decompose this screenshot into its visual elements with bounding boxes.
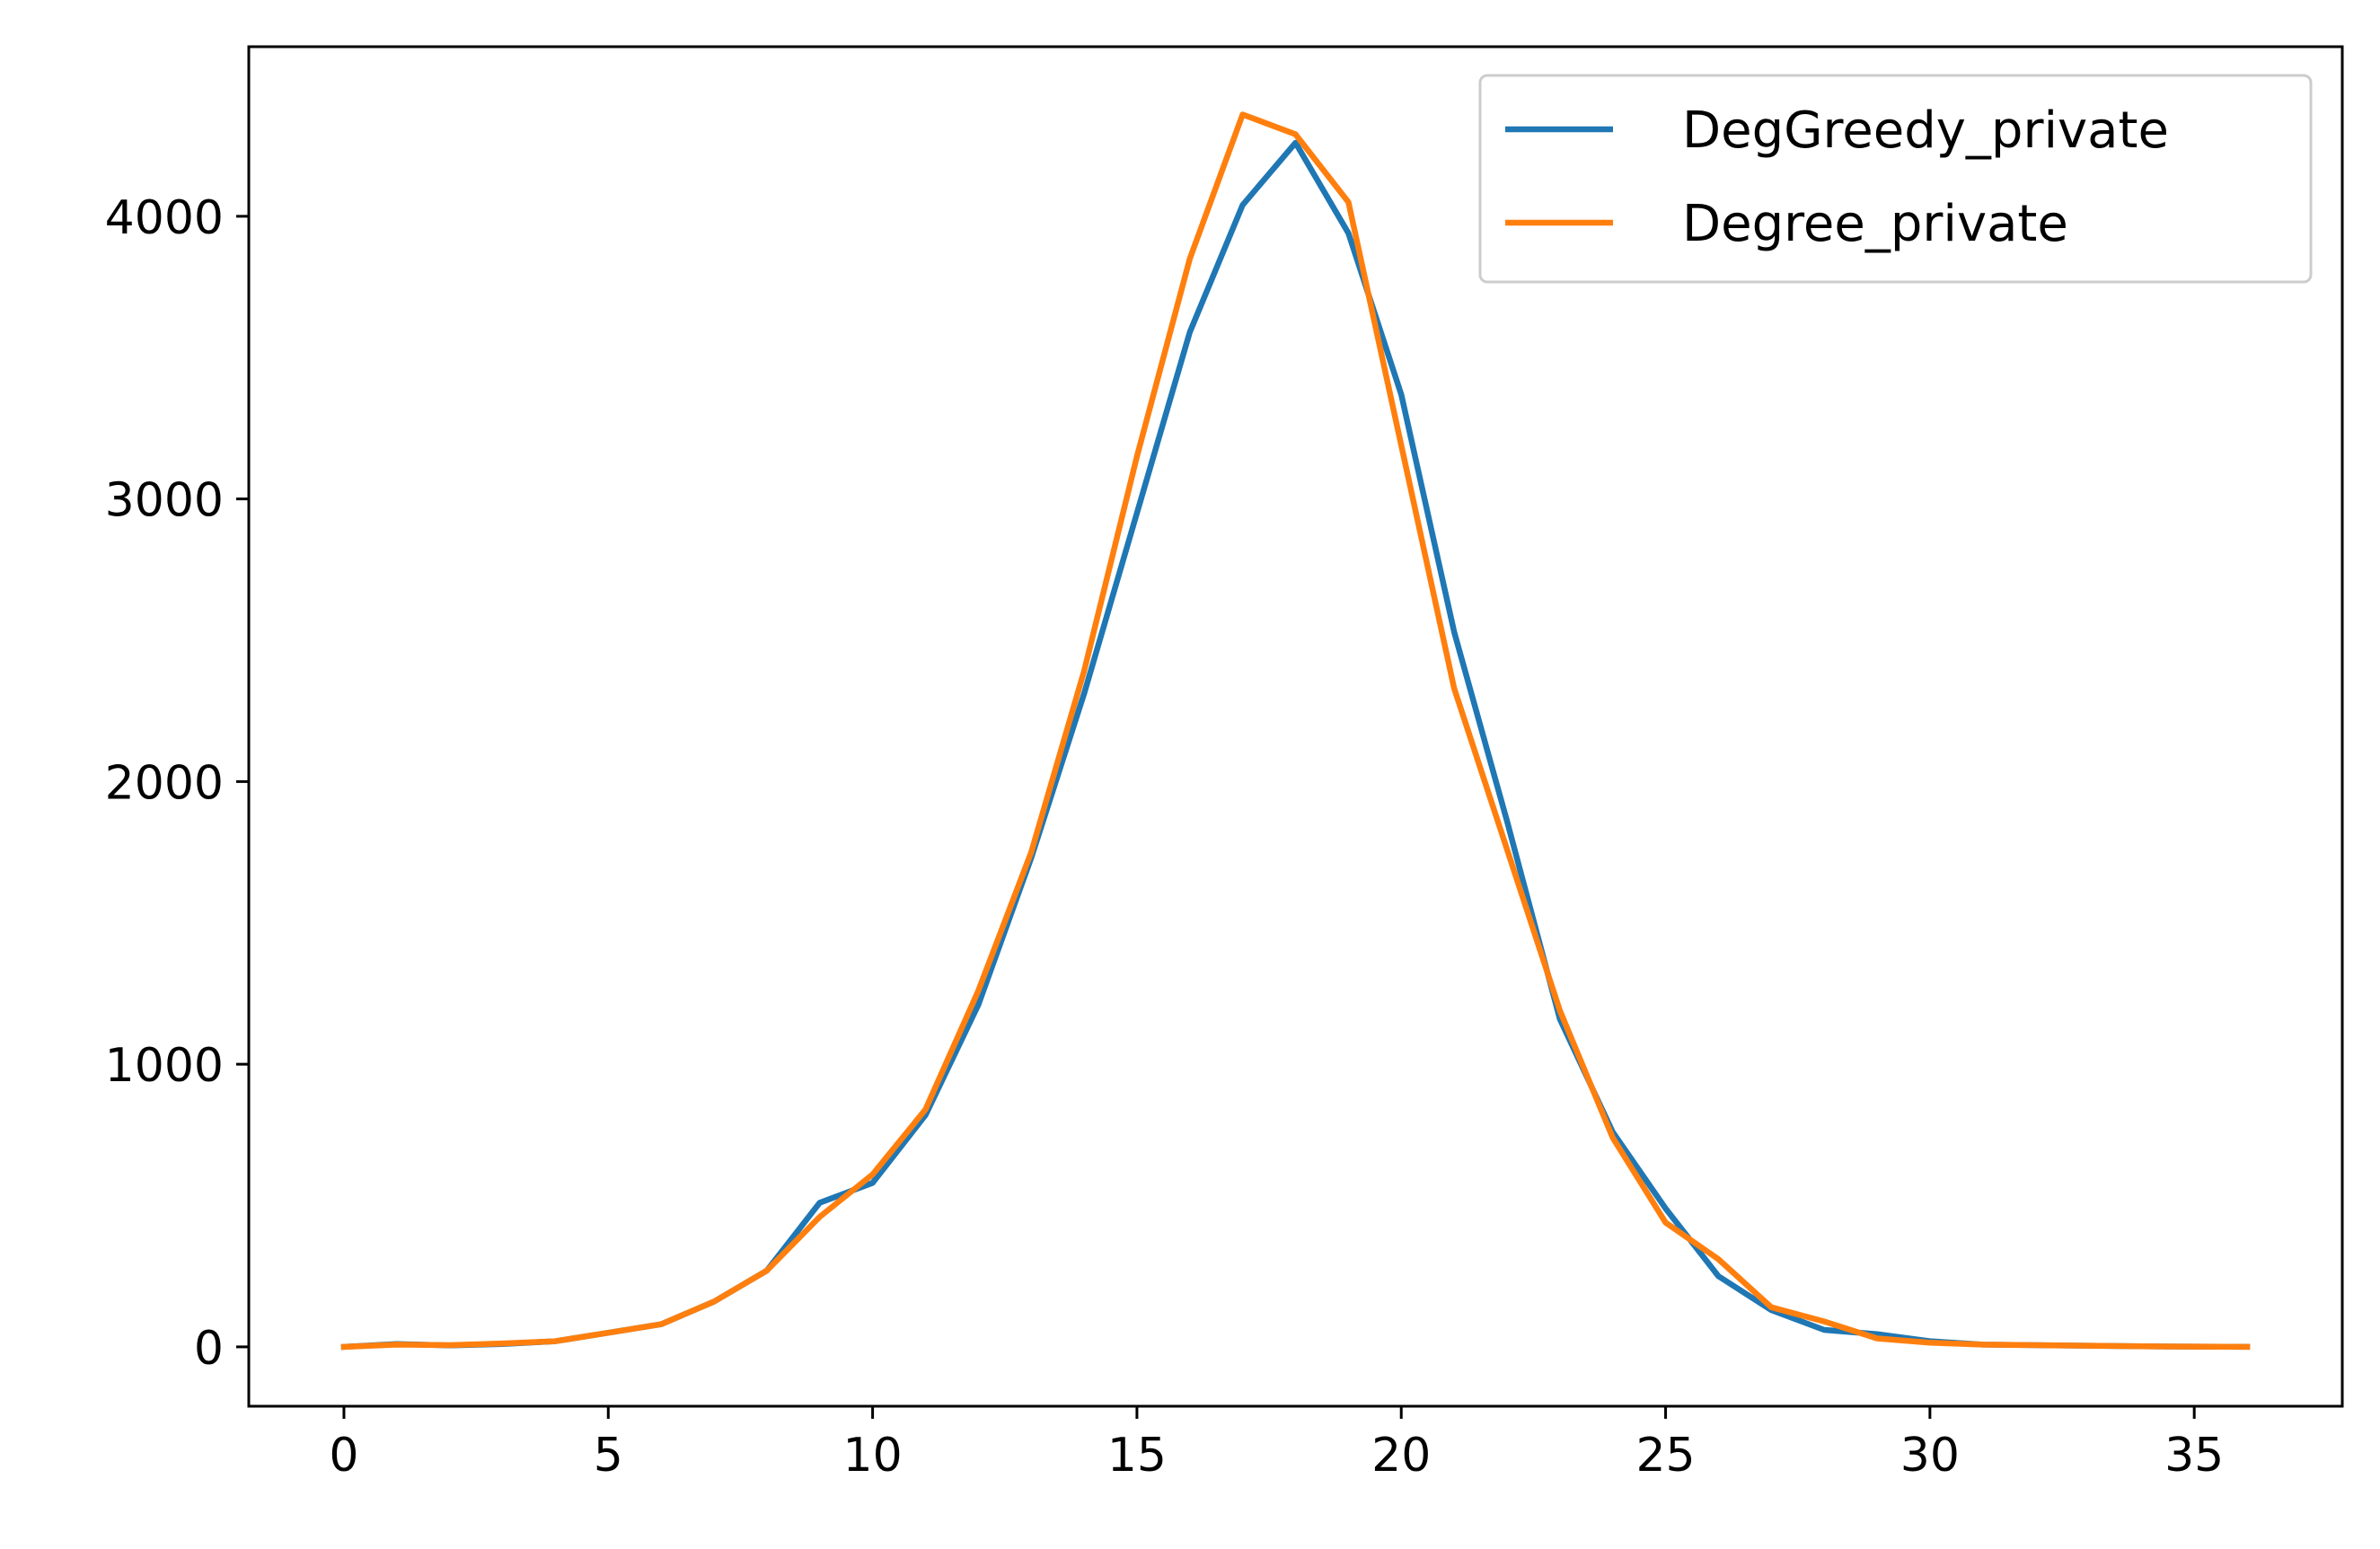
x-tick-label: 10 — [843, 1429, 903, 1483]
y-tick-label: 4000 — [105, 191, 224, 245]
x-tick-label: 25 — [1635, 1429, 1695, 1483]
y-tick-label: 0 — [194, 1322, 224, 1376]
axes-layer: 0 5 10 15 20 25 30 35 0 1000 2000 3000 4000 — [105, 45, 2344, 1483]
x-tick-label: 15 — [1107, 1429, 1167, 1483]
y-tick-label: 1000 — [105, 1039, 224, 1093]
series-layer — [340, 111, 2251, 1351]
series-line-degree-private — [340, 111, 2251, 1351]
legend-box — [1478, 74, 2313, 284]
y-tick-label: 3000 — [105, 474, 224, 528]
y-tick-label: 2000 — [105, 756, 224, 810]
x-tick-label: 20 — [1371, 1429, 1431, 1483]
x-tick-label: 0 — [329, 1429, 358, 1483]
legend: DegGreedy_private Degree_private — [1478, 74, 2313, 284]
x-tick-label: 35 — [2164, 1429, 2224, 1483]
legend-label-degree-private: Degree_private — [1682, 195, 2068, 253]
legend-label-deggreedy-private: DegGreedy_private — [1682, 101, 2169, 160]
x-tick-label: 30 — [1900, 1429, 1960, 1483]
plot-frame — [247, 45, 2344, 1408]
x-tick-label: 5 — [594, 1429, 623, 1483]
